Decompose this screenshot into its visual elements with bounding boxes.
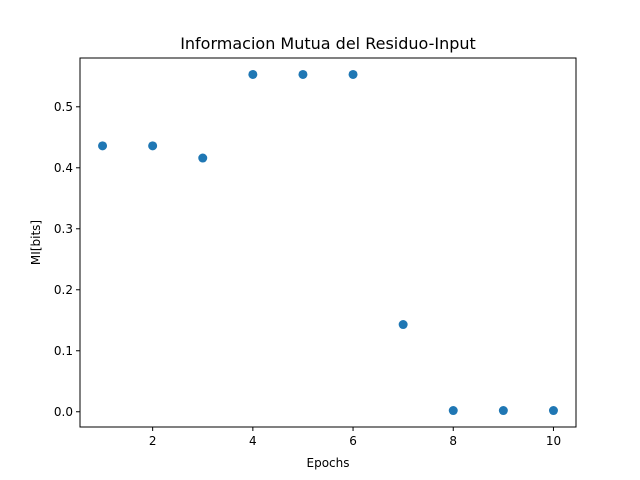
plot-frame <box>79 57 577 428</box>
data-points <box>98 69 558 416</box>
x-tick-label: 4 <box>249 434 257 448</box>
plot-area <box>80 58 576 427</box>
x-tick-label: 6 <box>349 434 357 448</box>
data-point <box>548 406 558 416</box>
x-axis: 2 4 6 8 10 <box>149 427 561 448</box>
data-point <box>298 69 308 79</box>
x-tick-label: 2 <box>149 434 157 448</box>
data-point <box>98 141 108 151</box>
data-point <box>148 141 158 151</box>
data-point <box>248 69 258 79</box>
y-axis: 0.0 0.1 0.2 0.3 0.4 0.5 <box>54 100 80 419</box>
data-point <box>398 320 408 330</box>
data-point <box>198 153 208 163</box>
data-point <box>348 69 358 79</box>
y-tick-label: 0.4 <box>54 161 73 175</box>
chart-title: Informacion Mutua del Residuo-Input <box>180 34 476 53</box>
data-point <box>498 406 508 416</box>
y-tick-label: 0.2 <box>54 283 73 297</box>
y-axis-label: MI[bits] <box>29 220 43 265</box>
y-tick-label: 0.0 <box>54 405 73 419</box>
data-point <box>448 406 458 416</box>
plot-background <box>80 58 576 427</box>
y-tick-label: 0.1 <box>54 344 73 358</box>
x-tick-label: 8 <box>449 434 457 448</box>
y-tick-label: 0.3 <box>54 222 73 236</box>
x-axis-label: Epochs <box>307 456 350 470</box>
x-tick-label: 10 <box>546 434 561 448</box>
y-tick-label: 0.5 <box>54 100 73 114</box>
